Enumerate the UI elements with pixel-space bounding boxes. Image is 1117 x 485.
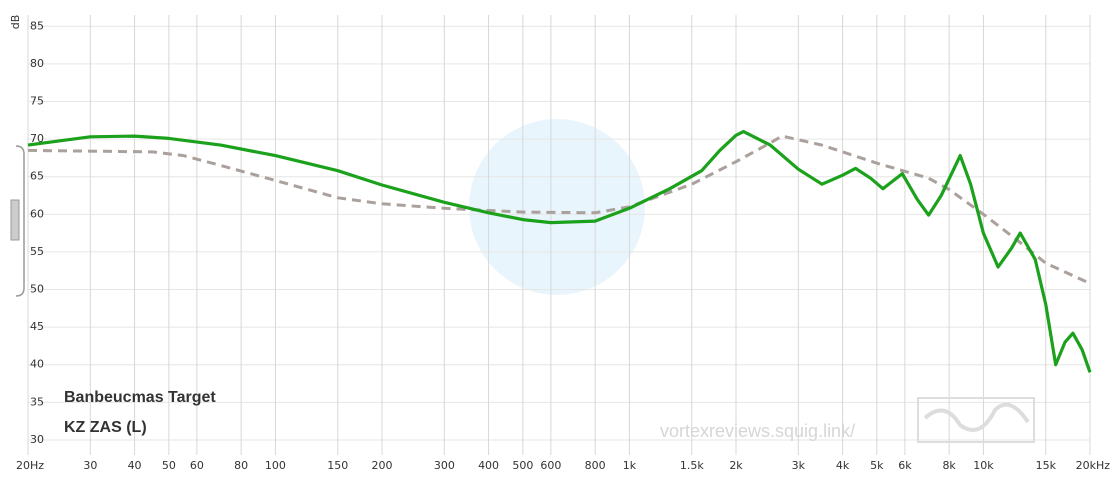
y-tick-label: 85 [30,19,44,32]
x-tick-label: 3k [792,459,806,472]
watermark: vortexreviews.squig.link/ [660,421,855,441]
scale-handle [15,145,25,297]
x-tick-label: 40 [128,459,142,472]
series-line [27,130,1092,373]
x-tick-label: 6k [898,459,912,472]
x-tick-label: 300 [434,459,455,472]
x-tick-label: 500 [512,459,533,472]
y-tick-label: 70 [30,132,44,145]
x-tick-label: 30 [83,459,97,472]
y-tick-label: 30 [30,433,44,446]
x-tick-label: 150 [327,459,348,472]
x-tick-label: 100 [265,459,286,472]
x-tick-label: 400 [478,459,499,472]
x-tick-label: 1k [623,459,637,472]
grid [27,15,1091,455]
scale-grip [10,199,20,241]
y-axis-label: dB [9,15,22,30]
watermark-box [917,397,1035,443]
x-tick-label: 4k [836,459,850,472]
x-tick-label: 2k [729,459,743,472]
y-tick-label: 75 [30,94,44,107]
watermark-curve [923,402,1030,432]
x-tick-label: 8k [942,459,956,472]
x-tick-label: 5k [870,459,884,472]
y-tick-label: 40 [30,358,44,371]
y-tick-label: 55 [30,245,44,258]
x-tick-label: 200 [372,459,393,472]
y-tick-label: 80 [30,57,44,70]
y-tick-label: 50 [30,283,44,296]
y-tick-label: 65 [30,170,44,183]
legend-entry: Banbeucmas Target [64,389,216,406]
watermark-logo [469,119,645,295]
legend-entry: KZ ZAS (L) [64,419,147,436]
x-tick-label: 20Hz [16,459,44,472]
x-tick-label: 80 [234,459,248,472]
y-tick-label: 35 [30,395,44,408]
y-tick-label: 45 [30,320,44,333]
x-tick-label: 10k [973,459,994,472]
x-tick-label: 1.5k [680,459,704,472]
x-tick-label: 15k [1036,459,1057,472]
x-tick-label: 600 [540,459,561,472]
series-line [27,134,1091,285]
x-tick-label: 60 [190,459,204,472]
lines [27,130,1092,373]
x-tick-label: 800 [585,459,606,472]
x-tick-label: 20kHz [1076,459,1111,472]
x-tick-label: 50 [162,459,176,472]
y-tick-label: 60 [30,207,44,220]
